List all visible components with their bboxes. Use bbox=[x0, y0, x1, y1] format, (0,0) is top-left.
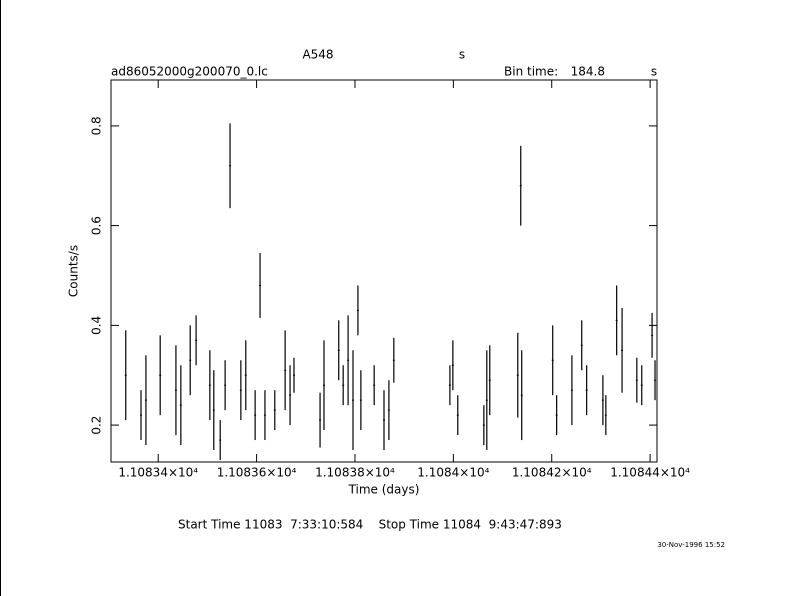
file-name: ad86052000g200070_0.lc bbox=[111, 65, 268, 79]
start-stop-time: Start Time 11083 7:33:10:584 Stop Time 1… bbox=[178, 518, 562, 532]
y-tick-label: 0.8 bbox=[90, 116, 104, 135]
bin-time: 184.8 bbox=[571, 65, 605, 79]
chart-title: A548 bbox=[302, 48, 333, 62]
bin-time-label: Bin time: bbox=[504, 65, 558, 79]
x-tick-label: 1.10842×10⁴ bbox=[512, 466, 592, 480]
x-tick-label: 1.10834×10⁴ bbox=[118, 466, 198, 480]
x-tick-label: 1.10838×10⁴ bbox=[315, 466, 395, 480]
y-tick-label: 0.4 bbox=[90, 316, 104, 335]
x-axis-label: Time (days) bbox=[348, 483, 420, 497]
x-tick-label: 1.10844×10⁴ bbox=[610, 466, 690, 480]
timestamp: 30-Nov-1996 15:52 bbox=[657, 541, 725, 549]
plot-frame bbox=[110, 79, 658, 463]
y-axis-label: Counts/s bbox=[67, 245, 81, 297]
y-tick-label: 0.6 bbox=[90, 216, 104, 235]
bin-time-unit: s bbox=[651, 65, 657, 79]
y-tick-label: 0.2 bbox=[90, 416, 104, 435]
x-tick-label: 1.10836×10⁴ bbox=[217, 466, 297, 480]
x-tick-label: 1.1084×10⁴ bbox=[417, 466, 489, 480]
title-unit: s bbox=[459, 48, 465, 62]
